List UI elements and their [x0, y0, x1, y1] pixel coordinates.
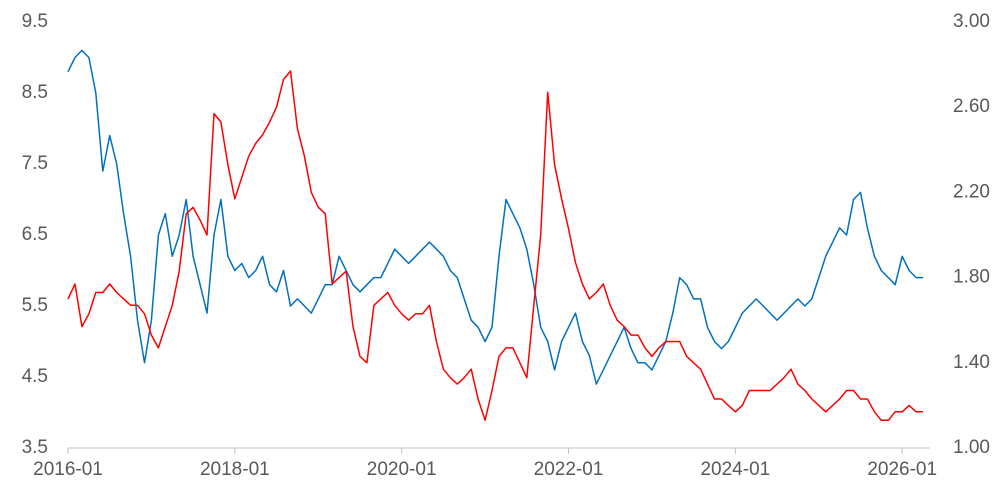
y-tick-label: 4.5 — [22, 366, 48, 387]
y-tick-label: 7.5 — [22, 153, 48, 174]
y-tick-label: 6.5 — [22, 224, 48, 245]
series-line — [67, 70, 923, 422]
y2-tick-label: 1.80 — [953, 267, 990, 288]
x-tick-label: 2026-01 — [867, 459, 937, 480]
y2-tick-label: 1.00 — [953, 437, 990, 458]
y2-tick-label: 1.40 — [953, 352, 990, 373]
y2-tick-label: 2.20 — [953, 181, 990, 202]
x-tick-label: 2024-01 — [700, 459, 770, 480]
x-tick-label: 2020-01 — [367, 459, 437, 480]
x-tick-label: 2018-01 — [200, 459, 270, 480]
y-tick-label: 5.5 — [22, 295, 48, 316]
x-tick-label: 2022-01 — [534, 459, 604, 480]
y-tick-label: 3.5 — [22, 437, 48, 458]
y-tick-label: 8.5 — [22, 82, 48, 103]
y-tick-label: 9.5 — [22, 11, 48, 32]
x-tick-label: 2016-01 — [33, 459, 103, 480]
series-line — [67, 49, 923, 385]
y2-tick-label: 2.60 — [953, 96, 990, 117]
y2-tick-label: 3.00 — [953, 11, 990, 32]
